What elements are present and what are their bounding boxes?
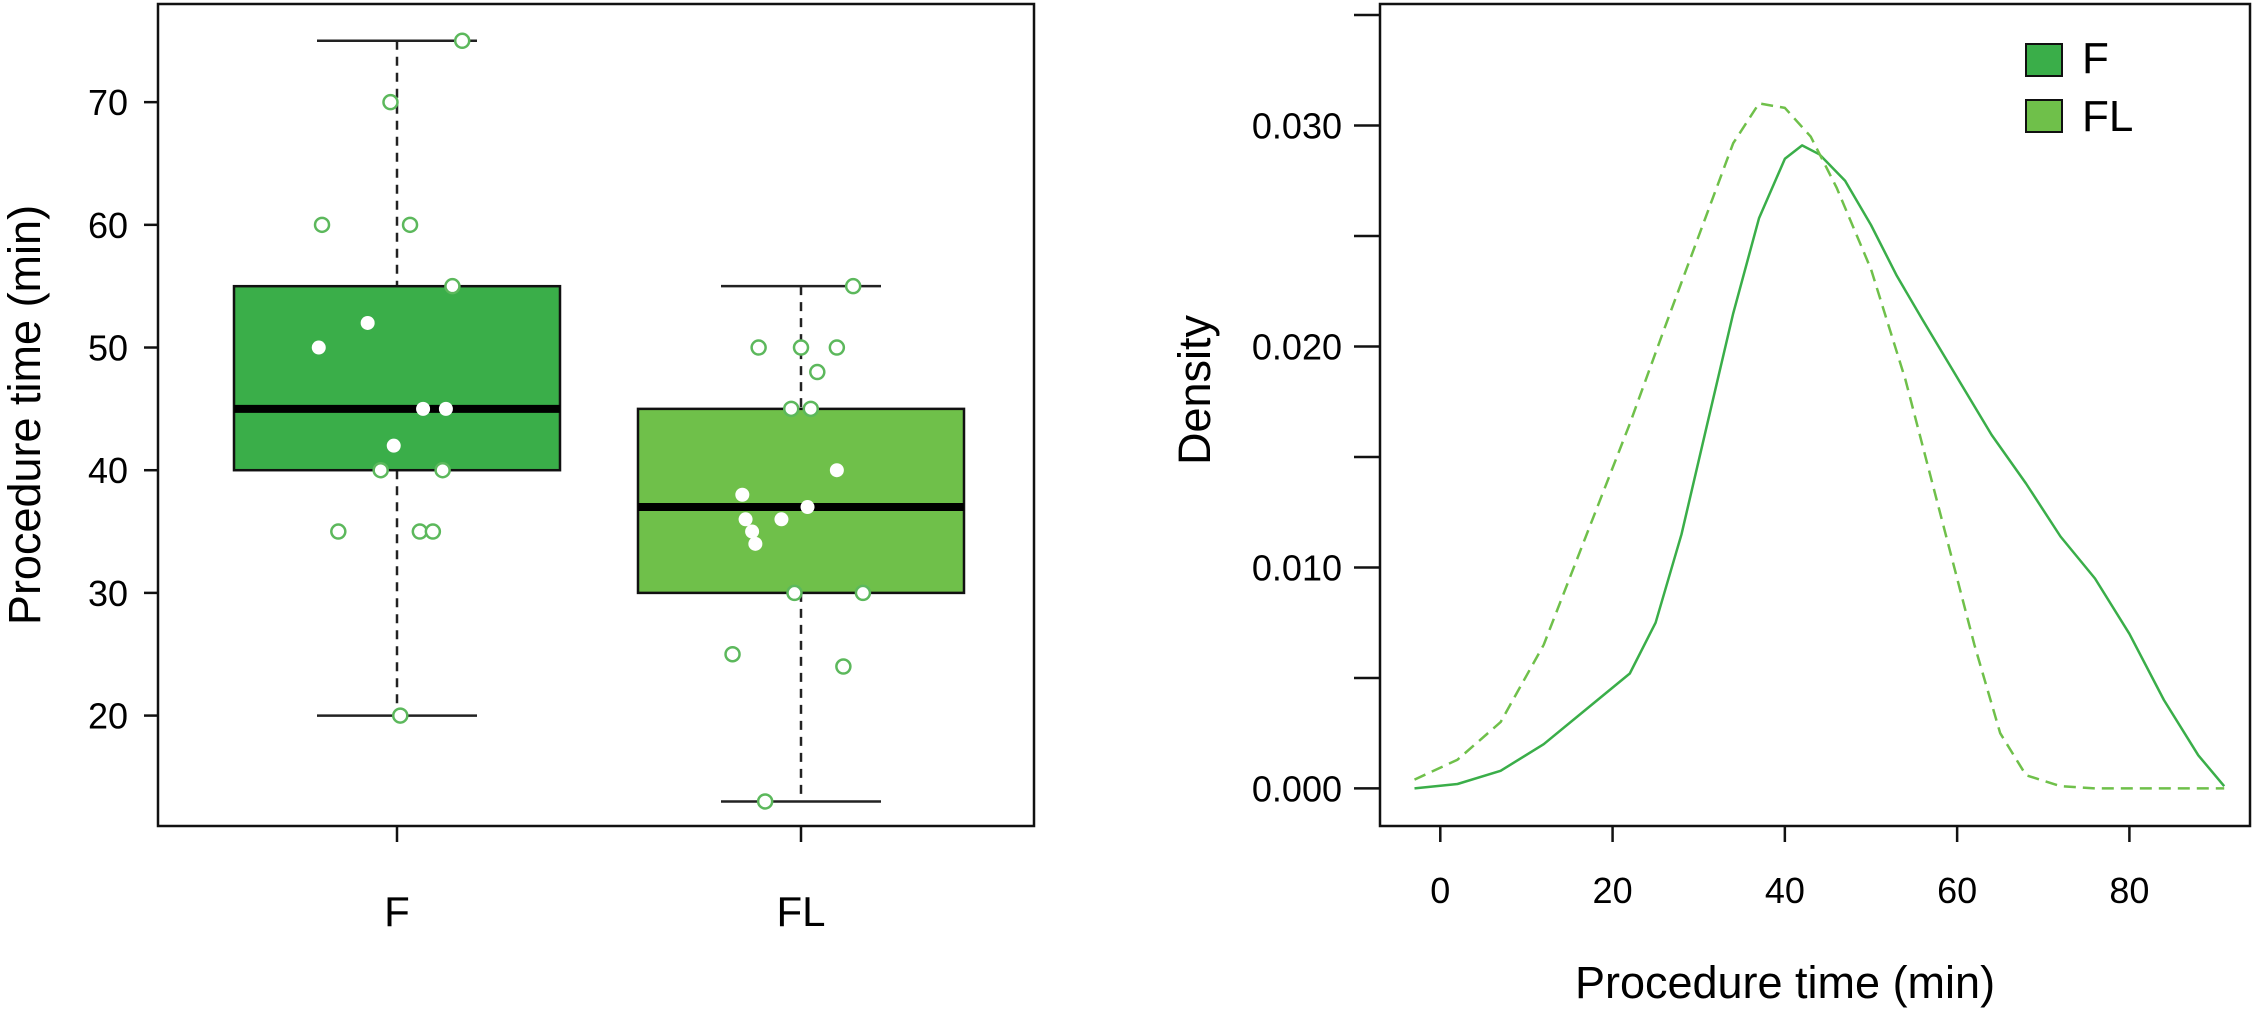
data-point — [800, 500, 815, 515]
boxplot-y-axis-title: Procedure time (min) — [0, 205, 50, 625]
boxplot-x-axis: F FL — [384, 826, 826, 935]
y-tick-label: 0.000 — [1252, 768, 1342, 809]
boxplot-points — [311, 32, 872, 810]
data-point — [774, 512, 789, 527]
data-point — [844, 277, 862, 295]
y-tick-label: 30 — [88, 573, 128, 614]
x-tick-label: 20 — [1593, 870, 1633, 911]
data-point — [424, 523, 442, 540]
density-y-axis-title: Density — [1169, 314, 1220, 465]
x-tick-label: 40 — [1765, 870, 1805, 911]
data-point — [854, 584, 872, 602]
boxplot-y-axis: 20 30 40 50 60 70 — [88, 82, 158, 737]
boxplot-panel: 20 30 40 50 60 70 F FL Procedure time (min) — [0, 2, 1036, 935]
x-tick-label: 60 — [1937, 870, 1977, 911]
y-tick-label: 0.020 — [1252, 327, 1342, 368]
density-frame — [1378, 2, 2252, 828]
data-point — [792, 339, 810, 356]
boxplot-boxes — [232, 39, 966, 803]
boxplot-frame — [156, 2, 1036, 828]
y-tick-label: 40 — [88, 450, 128, 491]
density-line-fl — [1413, 102, 2225, 790]
legend-swatch-fl — [2025, 99, 2063, 133]
data-point — [438, 401, 453, 416]
data-point — [782, 400, 800, 418]
y-tick-label: 60 — [88, 205, 128, 246]
data-point — [724, 645, 741, 663]
y-tick-label: 0.030 — [1252, 106, 1342, 147]
density-panel: 0.000 0.010 0.020 0.030 0 20 40 60 80 Density P… — [1169, 2, 2252, 1008]
y-tick-label: 20 — [88, 696, 128, 737]
data-point — [829, 463, 844, 478]
x-tick-label: 0 — [1430, 870, 1450, 911]
data-point — [453, 32, 471, 50]
data-point — [416, 401, 431, 416]
density-y-axis: 0.000 0.010 0.020 0.030 — [1252, 13, 1380, 809]
density-lines — [1413, 102, 2226, 790]
data-point — [392, 707, 409, 724]
box-iqr — [636, 407, 966, 595]
data-point — [828, 339, 846, 356]
box-fl — [636, 284, 966, 803]
data-point — [311, 340, 326, 355]
data-point — [750, 339, 767, 356]
data-point — [382, 93, 399, 111]
y-tick-label: 70 — [88, 82, 128, 123]
data-point — [444, 277, 461, 295]
x-tick-label: F — [384, 888, 410, 935]
data-point — [434, 461, 451, 479]
data-point — [786, 584, 803, 602]
data-point — [748, 536, 763, 551]
data-point — [330, 523, 347, 540]
legend: F FL — [2025, 34, 2133, 141]
x-tick-label: FL — [776, 888, 825, 935]
data-point — [735, 487, 750, 502]
legend-swatch-f — [2025, 43, 2063, 77]
density-line-f — [1414, 144, 2226, 790]
density-x-axis-title: Procedure time (min) — [1575, 957, 1995, 1008]
box-f — [232, 39, 562, 717]
data-point — [802, 400, 820, 418]
data-point — [745, 524, 760, 539]
y-tick-label: 0.010 — [1252, 547, 1342, 588]
density-x-axis: 0 20 40 60 80 — [1430, 826, 2149, 911]
legend-label-f: F — [2082, 34, 2109, 83]
data-point — [756, 793, 774, 810]
legend-label-fl: FL — [2082, 92, 2133, 141]
data-point — [835, 658, 852, 675]
data-point — [401, 216, 419, 234]
data-point — [738, 512, 753, 527]
y-tick-label: 50 — [88, 328, 128, 369]
data-point — [360, 315, 375, 330]
data-point — [372, 461, 389, 479]
data-point — [386, 438, 401, 453]
data-point — [809, 363, 826, 381]
x-tick-label: 80 — [2109, 870, 2149, 911]
data-point — [313, 216, 331, 234]
